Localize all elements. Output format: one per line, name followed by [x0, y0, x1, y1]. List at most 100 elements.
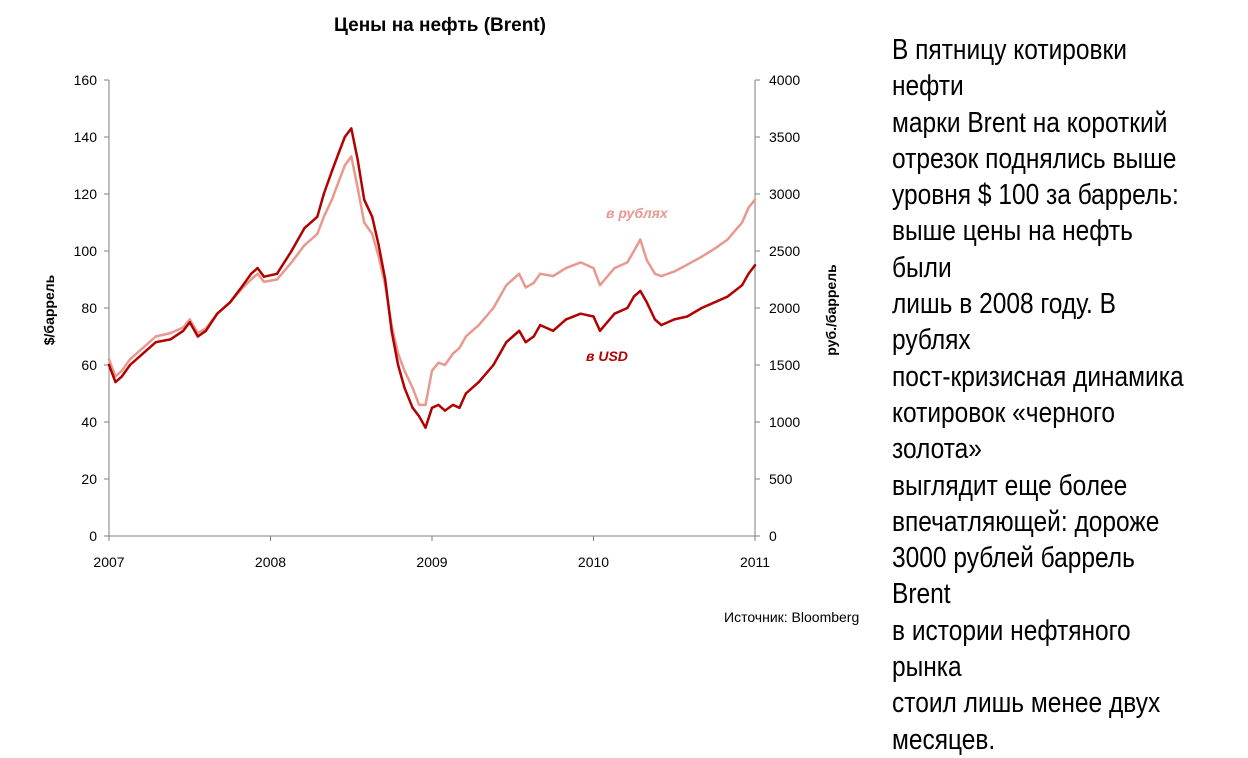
commentary-line: выше цены на нефть были: [892, 215, 1133, 284]
data-point-rub: [437, 361, 440, 364]
data-point-rub: [107, 358, 111, 361]
data-point-rub: [626, 261, 629, 264]
right-tick-label: 3500: [769, 129, 800, 145]
left-tick-label: 60: [81, 357, 97, 373]
data-point-usd: [532, 335, 535, 338]
right-axis-ticks: 0 500 1000 1500 2000 2500 3000 3500 4000: [755, 72, 800, 544]
data-point-rub: [303, 244, 306, 247]
data-point-rub: [330, 198, 334, 201]
commentary-line: месяцев.: [892, 723, 996, 756]
data-point-rub: [371, 232, 374, 236]
data-point-rub: [477, 323, 480, 327]
data-point-usd: [330, 170, 334, 173]
left-tick-label: 100: [74, 243, 98, 259]
data-point-usd: [564, 318, 568, 321]
data-point-rub: [639, 238, 642, 241]
data-point-usd: [396, 363, 400, 367]
right-tick-label: 500: [769, 471, 793, 487]
data-point-rub: [713, 247, 716, 250]
data-point-usd: [188, 321, 191, 324]
data-point-rub: [564, 266, 568, 270]
data-point-usd: [626, 306, 629, 310]
data-point-usd: [424, 426, 427, 429]
x-tick-label: 2010: [578, 554, 609, 570]
data-point-usd: [169, 338, 172, 341]
data-point-rub: [458, 346, 461, 350]
data-point-usd: [141, 352, 145, 355]
data-point-rub: [169, 331, 172, 335]
data-point-rub: [262, 280, 266, 283]
commentary-line: пост-кризисная динамика: [892, 360, 1184, 393]
data-point-rub: [451, 352, 455, 355]
data-point-rub: [645, 258, 648, 262]
data-point-usd: [316, 215, 319, 218]
data-point-usd: [337, 152, 340, 156]
data-point-usd: [437, 403, 440, 407]
data-point-usd: [477, 380, 480, 384]
data-point-rub: [249, 278, 253, 281]
x-tick-label: 2008: [255, 554, 286, 570]
data-point-rub: [579, 261, 582, 264]
data-point-rub: [524, 286, 527, 289]
data-point-usd: [390, 329, 393, 332]
data-point-rub: [356, 187, 359, 190]
commentary-line: выглядит еще более: [892, 469, 1128, 502]
left-tick-label: 120: [74, 186, 98, 202]
data-point-rub: [343, 164, 346, 167]
x-axis-ticks: 2007 2008 2009 2010 2011: [93, 536, 770, 570]
data-point-usd: [249, 272, 253, 275]
data-point-usd: [403, 386, 406, 389]
data-point-rub: [518, 272, 521, 275]
data-point-rub: [417, 403, 421, 407]
data-point-rub: [613, 266, 616, 270]
data-point-usd: [430, 406, 434, 409]
data-point-rub: [511, 278, 514, 281]
commentary-text: В пятницу котировки нефти марки Brent на …: [892, 32, 1195, 758]
commentary-line: уровня $ 100 за баррель:: [892, 179, 1179, 212]
commentary-line: стоил лишь менее двух: [892, 687, 1161, 720]
commentary-line: котировок «черного золота»: [892, 396, 1116, 466]
data-point-usd: [753, 264, 757, 267]
data-point-rub: [114, 375, 117, 378]
annotation-usd: в USD: [586, 348, 628, 364]
data-point-rub: [377, 255, 380, 258]
data-point-usd: [451, 403, 455, 407]
data-point-rub: [350, 155, 353, 158]
left-tick-label: 80: [81, 300, 97, 316]
right-tick-label: 4000: [769, 72, 800, 88]
data-point-usd: [196, 335, 199, 338]
right-tick-label: 1000: [769, 414, 800, 430]
data-point-rub: [128, 358, 132, 361]
right-tick-label: 3000: [769, 186, 800, 202]
commentary-line: отрезок поднялись выше: [892, 142, 1177, 175]
data-point-usd: [511, 335, 514, 338]
annotation-rub: в рублях: [606, 205, 669, 221]
data-point-usd: [747, 272, 750, 275]
series-layer: [107, 127, 757, 429]
data-point-usd: [492, 363, 495, 367]
oil-price-chart: Цены на нефть (Brent) 0 20 40 60 80 100 120 140…: [41, 15, 839, 570]
y-axis-right-label: руб./баррель: [823, 264, 839, 356]
x-tick-label: 2011: [740, 554, 770, 570]
data-point-usd: [700, 306, 703, 310]
left-tick-label: 40: [81, 414, 97, 430]
data-point-rub: [120, 369, 124, 372]
plot-frame: [108, 80, 756, 537]
commentary-line: лишь в 2008 году. В рублях: [892, 288, 1116, 357]
data-point-rub: [322, 215, 325, 218]
data-point-usd: [632, 295, 636, 298]
chart-title: Цены на нефть (Brent): [334, 15, 546, 36]
data-point-usd: [713, 301, 716, 304]
data-point-usd: [579, 312, 582, 315]
data-point-usd: [653, 318, 657, 321]
data-point-usd: [660, 323, 663, 327]
data-point-rub: [154, 335, 157, 338]
data-point-rub: [464, 335, 468, 338]
data-point-rub: [632, 249, 636, 253]
data-point-usd: [128, 363, 132, 367]
data-point-rub: [539, 272, 542, 275]
data-point-rub: [443, 363, 447, 367]
data-point-rub: [396, 352, 400, 355]
data-point-usd: [303, 227, 306, 230]
data-point-usd: [107, 363, 111, 367]
